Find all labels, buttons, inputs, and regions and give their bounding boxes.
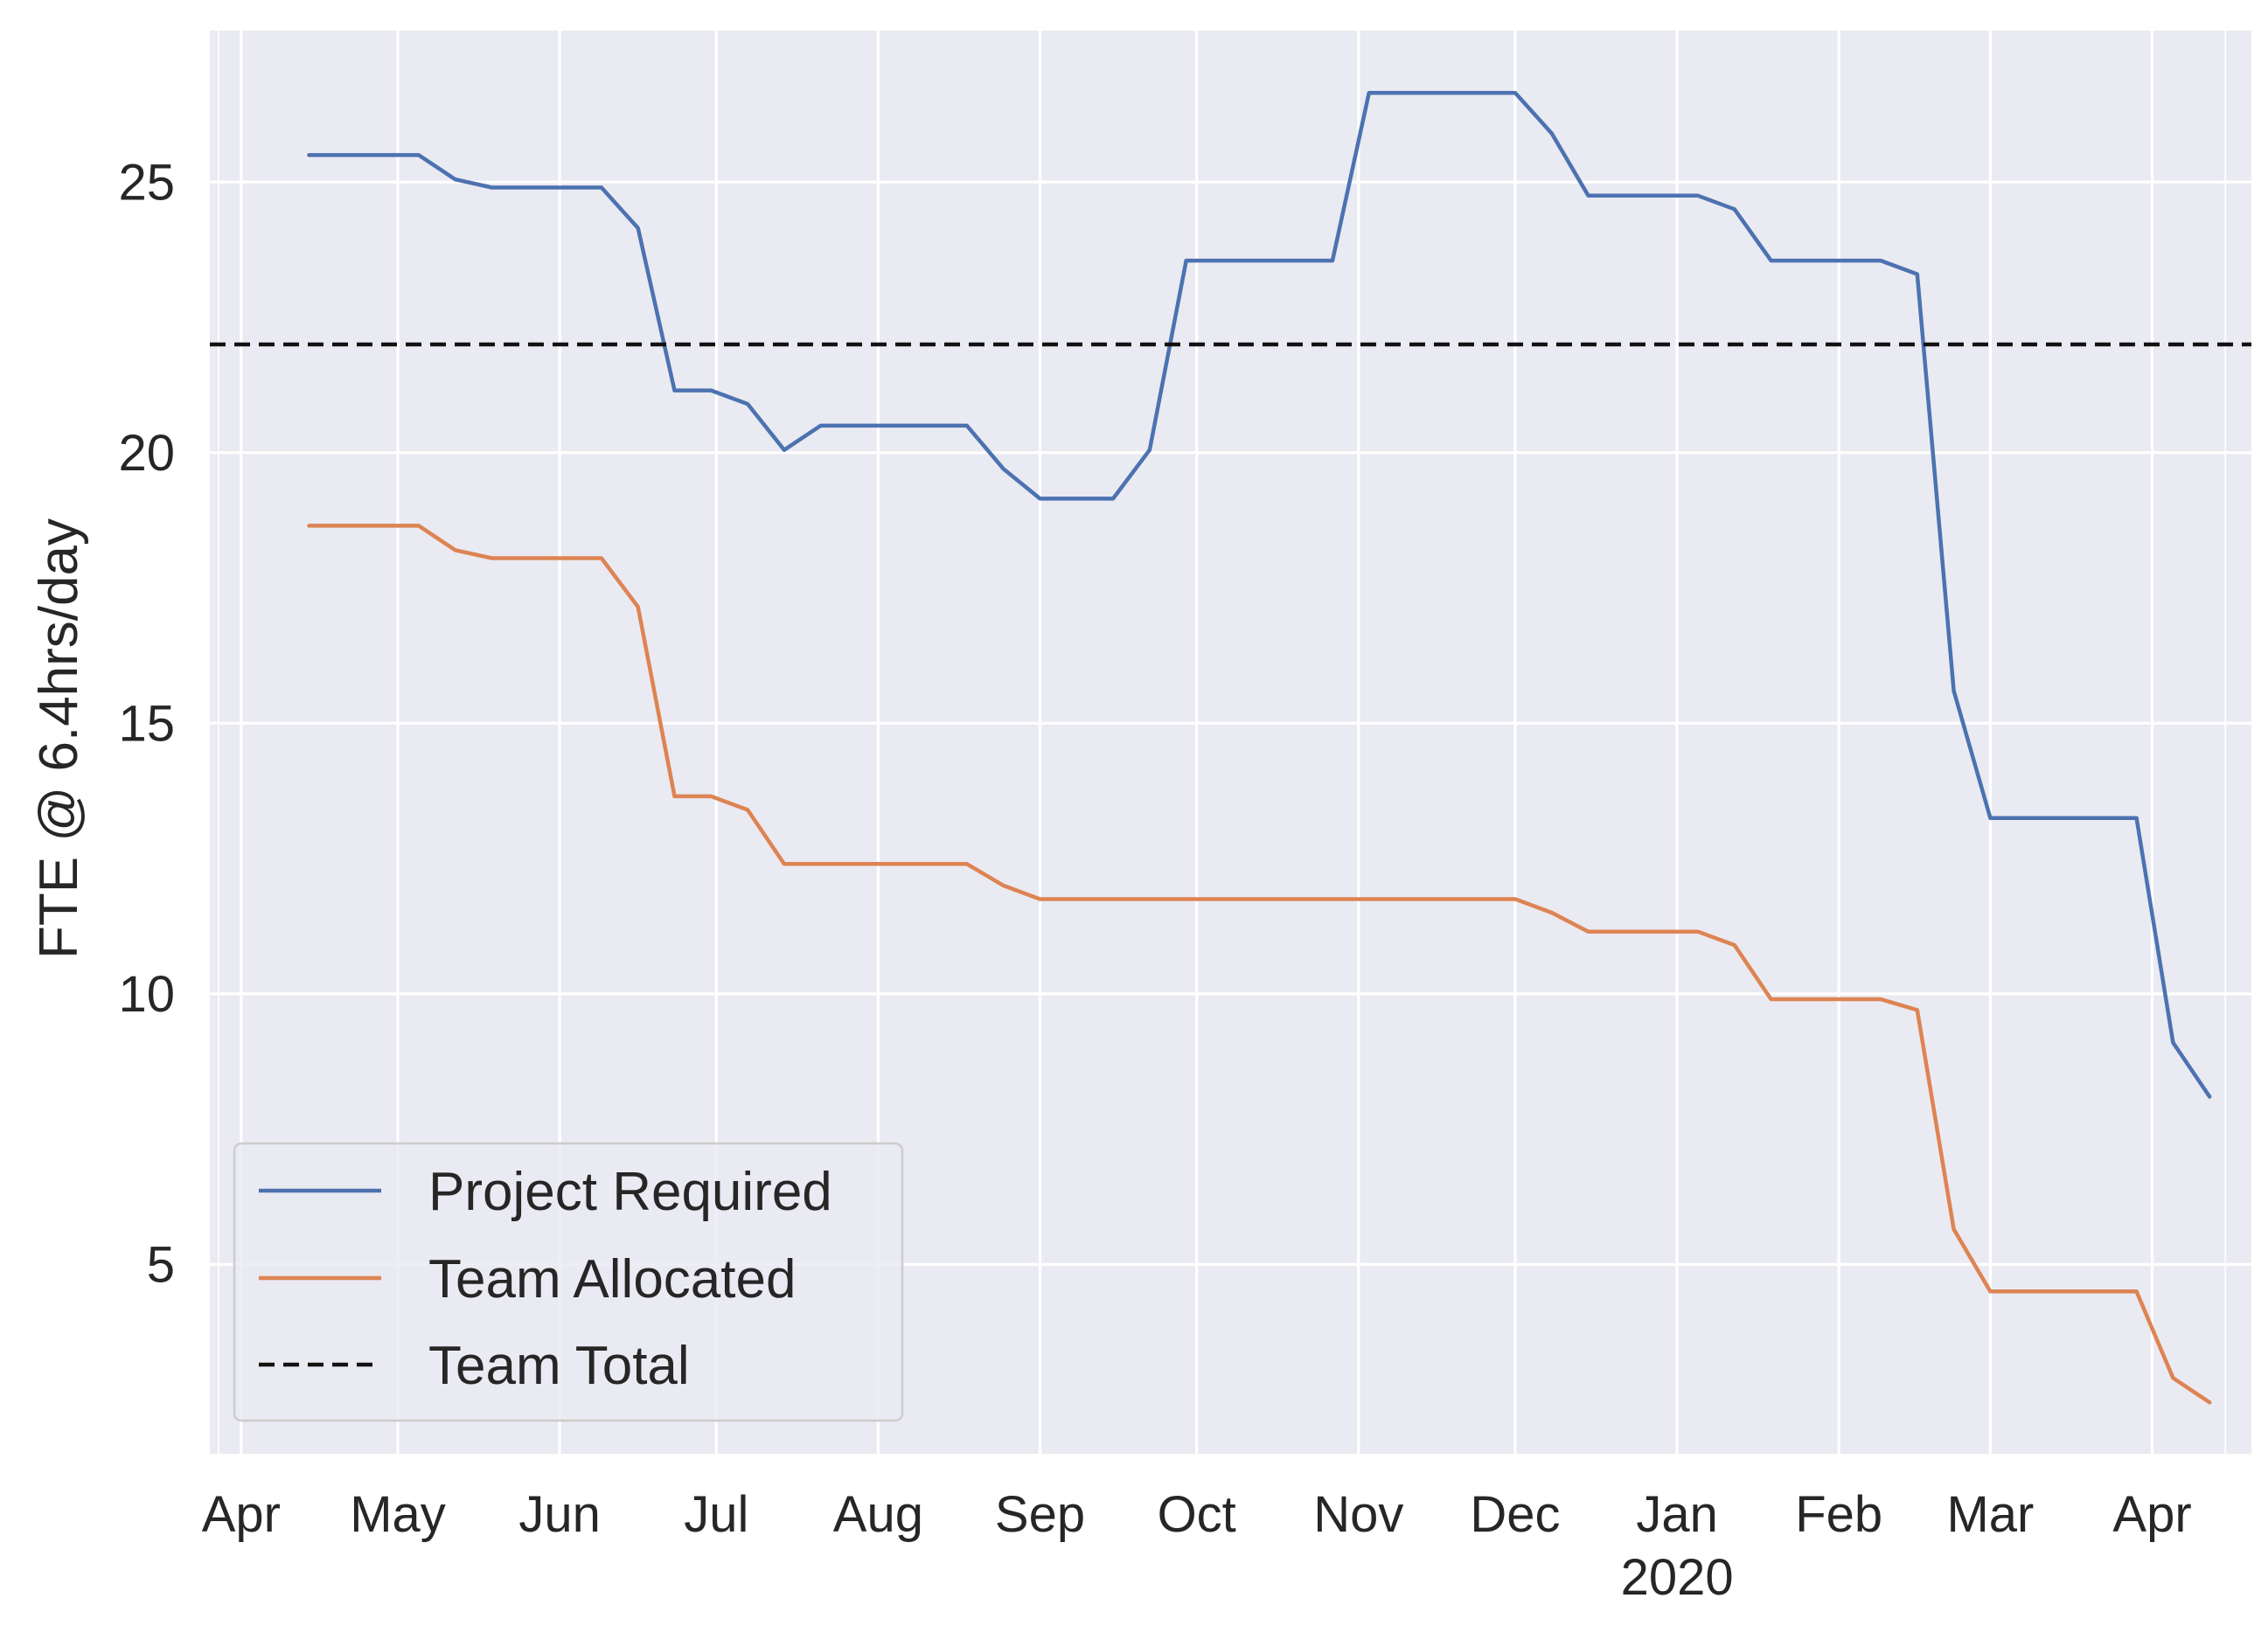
x-tick-label: May	[350, 1486, 446, 1543]
x-tick-label: Jan	[1636, 1486, 1718, 1543]
legend-box	[233, 1142, 904, 1422]
y-axis-title: FTE @ 6.4hrs/day	[29, 518, 89, 959]
y-tick-label: 20	[118, 425, 175, 482]
x-minor-ticks	[218, 31, 2226, 1454]
x-tick-labels: Apr May Jun Jul Aug Sep Oct Nov Dec Jan 2020 Feb Mar…	[202, 1486, 2192, 1606]
series-line-project-required	[307, 90, 2212, 1099]
x-tick-label: Jun	[518, 1486, 601, 1543]
x-tick-label: Sep	[995, 1486, 1085, 1543]
legend: Project Required Team Allocated Team Tot…	[233, 1142, 904, 1422]
x-tick-label: Jul	[684, 1486, 748, 1543]
legend-label-team-allocated: Team Allocated	[428, 1249, 796, 1310]
legend-label-team-total: Team Total	[428, 1336, 690, 1396]
x-tick-label: Oct	[1158, 1486, 1236, 1543]
x-tick-label: Mar	[1946, 1486, 2034, 1543]
y-tick-label: 10	[118, 966, 175, 1023]
x-tick-label: Apr	[2112, 1486, 2191, 1543]
y-tick-label: 15	[118, 695, 175, 752]
x-tick-label: Feb	[1795, 1486, 1882, 1543]
x-tick-sublabel: 2020	[1621, 1549, 1734, 1606]
x-tick-label: Aug	[833, 1486, 923, 1543]
x-tick-label: Dec	[1470, 1486, 1560, 1543]
y-tick-label: 25	[118, 154, 175, 211]
series-layer	[210, 90, 2251, 1405]
x-tick-label: Apr	[202, 1486, 281, 1543]
legend-label-project-required: Project Required	[428, 1162, 832, 1222]
series-line-team-allocated	[307, 524, 2212, 1405]
y-tick-label: 5	[147, 1236, 175, 1293]
x-tick-label: Nov	[1313, 1486, 1403, 1543]
y-tick-labels: 5 10 15 20 25	[118, 154, 175, 1293]
